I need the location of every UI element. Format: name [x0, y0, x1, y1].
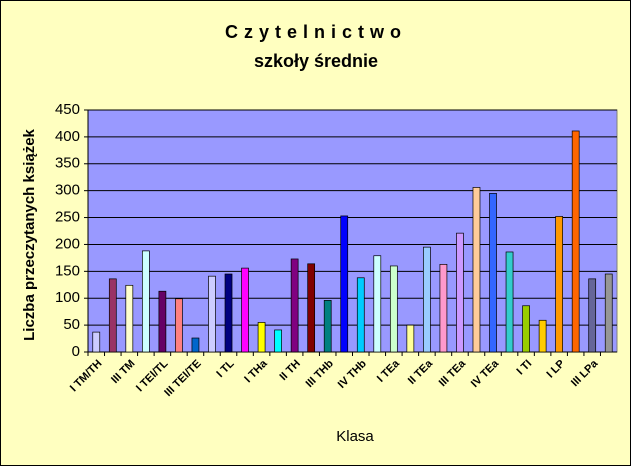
bar: [389, 265, 398, 353]
y-tick-label: 400: [55, 128, 80, 145]
bar: [274, 329, 282, 353]
bar: [439, 263, 448, 353]
bar: [208, 275, 216, 353]
bar: [257, 322, 266, 353]
bar: [489, 193, 497, 353]
chart-title: Czytelnictwo: [225, 22, 407, 42]
bar: [571, 130, 580, 353]
bar: [191, 337, 200, 353]
chart-subtitle: szkoły średnie: [254, 51, 378, 71]
bar: [92, 331, 101, 353]
bar: [356, 277, 365, 353]
bar: [108, 278, 117, 353]
bar: [241, 267, 249, 353]
bar: [373, 255, 382, 353]
bar: [125, 284, 134, 353]
bar: [307, 263, 316, 353]
y-tick-label: 350: [55, 155, 80, 172]
bar: [522, 305, 530, 353]
x-axis-label: Klasa: [336, 428, 374, 445]
bar: [290, 258, 299, 353]
y-tick-label: 200: [55, 235, 80, 252]
y-tick-label: 0: [72, 343, 80, 360]
bar: [456, 232, 464, 353]
bar: [175, 298, 183, 353]
y-tick-label: 150: [55, 262, 80, 279]
bar: [555, 216, 563, 353]
bar: [142, 250, 150, 353]
bar: [340, 215, 349, 353]
plot-area: [87, 109, 618, 353]
bar: [505, 251, 514, 353]
bar: [224, 273, 233, 353]
bar: [472, 187, 481, 353]
bar: [538, 319, 547, 353]
bar: [588, 278, 597, 353]
y-tick-label: 50: [63, 316, 80, 333]
bar: [604, 273, 613, 353]
bar: [158, 290, 167, 353]
bar: [406, 324, 415, 353]
bar: [423, 246, 431, 353]
bar: [323, 300, 332, 353]
y-tick-label: 300: [55, 182, 80, 199]
y-tick-label: 450: [55, 101, 80, 118]
y-tick-label: 100: [55, 289, 80, 306]
y-axis-label: Liczba przeczytanych książek: [21, 128, 38, 340]
y-tick-label: 250: [55, 209, 80, 226]
